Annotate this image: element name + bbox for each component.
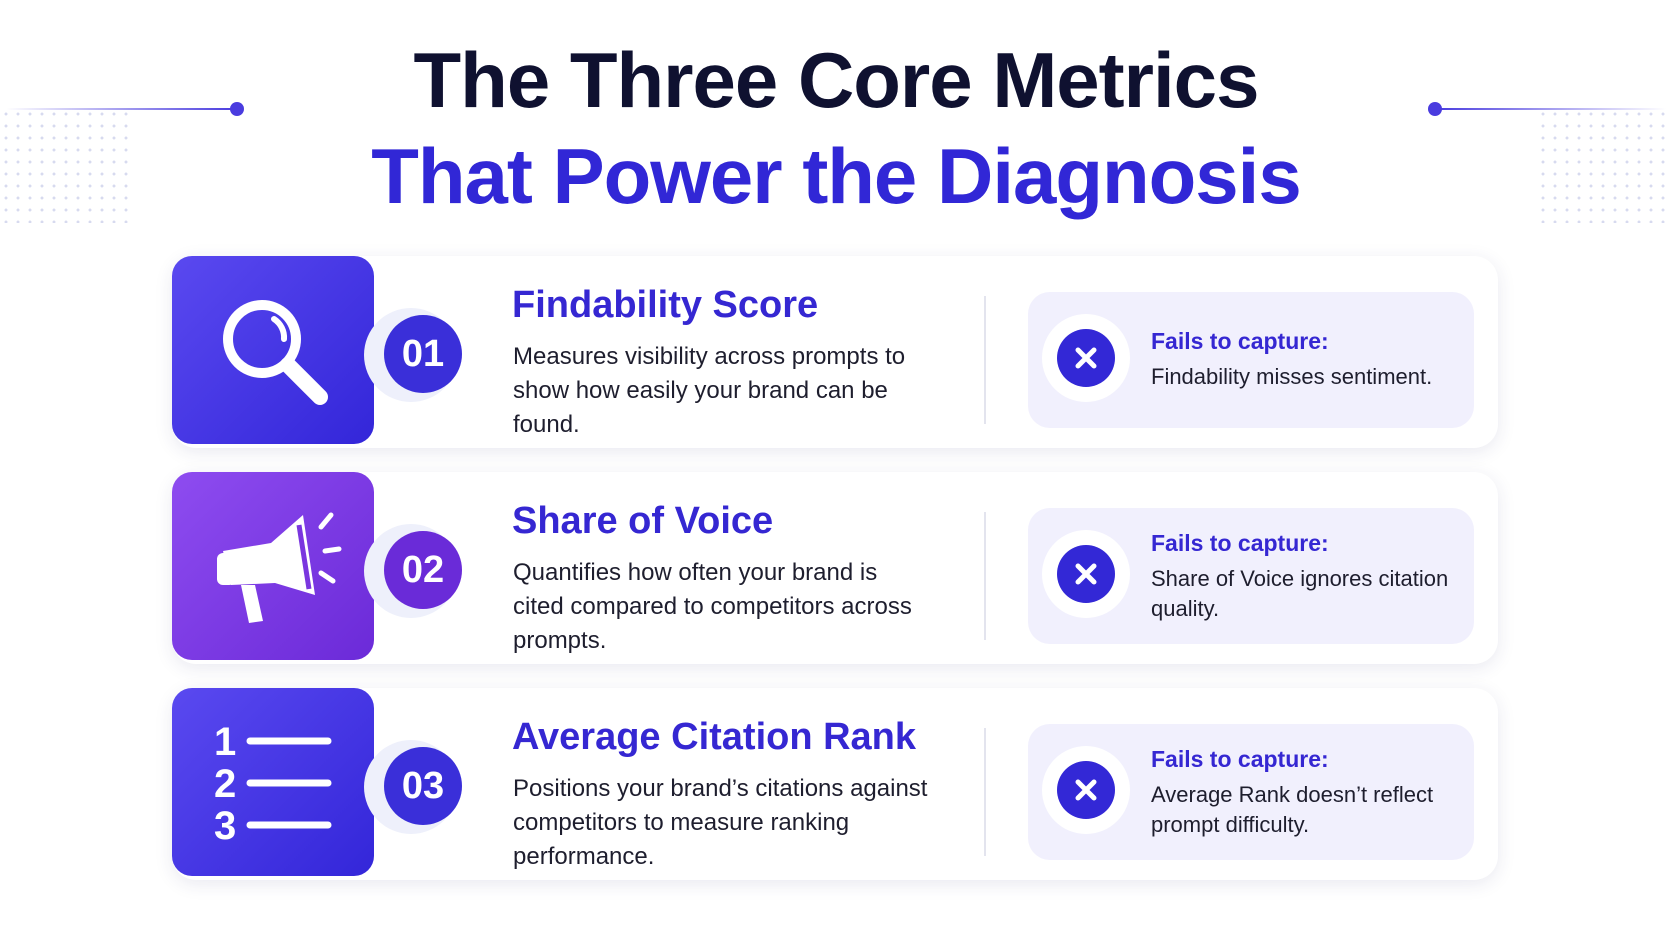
decorative-node-right <box>1428 102 1442 116</box>
fails-to-capture-label: Fails to capture: <box>1151 746 1329 772</box>
close-x-icon <box>1057 545 1115 603</box>
decorative-node-left <box>230 102 244 116</box>
numbered-list-icon: 1 2 3 <box>214 720 332 847</box>
metric-icon-tile <box>172 472 374 660</box>
decorative-line-left <box>6 108 236 110</box>
metric-heading: Findability Score <box>512 284 819 326</box>
fails-to-capture-text: Findability misses sentiment. <box>1151 364 1433 389</box>
fails-to-capture-text: Average Rank doesn’t reflect prompt diff… <box>1151 782 1434 837</box>
metric-heading: Average Citation Rank <box>512 716 917 758</box>
close-x-icon <box>1057 761 1115 819</box>
page-title: The Three Core Metrics That Power the Di… <box>0 32 1672 224</box>
metric-icon-tile: 1 2 3 <box>172 688 374 876</box>
list-number-2: 2 <box>214 762 236 806</box>
metric-card-average-citation-rank: 1 2 3 03 Average Citation Rank Positions… <box>172 688 1498 880</box>
title-line-2: That Power the Diagnosis <box>371 132 1301 220</box>
magnifying-glass-icon <box>223 300 328 405</box>
metric-number-badge: 03 <box>384 747 462 825</box>
fails-to-capture-panel: Fails to capture: Findability misses sen… <box>1028 292 1474 428</box>
list-number-3: 3 <box>214 804 236 847</box>
close-x-icon <box>1057 329 1115 387</box>
card-divider <box>984 512 986 640</box>
fails-to-capture-panel: Fails to capture: Average Rank doesn’t r… <box>1028 724 1474 860</box>
metric-description: Positions your brand’s citations against… <box>513 775 928 870</box>
fails-to-capture-label: Fails to capture: <box>1151 530 1329 556</box>
card-divider <box>984 728 986 856</box>
decorative-line-right <box>1436 108 1666 110</box>
fails-to-capture-panel: Fails to capture: Share of Voice ignores… <box>1028 508 1474 644</box>
metric-number-badge: 02 <box>384 531 462 609</box>
card-divider <box>984 296 986 424</box>
metric-description: Quantifies how often your brand is cited… <box>513 559 912 654</box>
decorative-dot-grid-right <box>1537 108 1672 223</box>
list-number-1: 1 <box>214 720 236 764</box>
metric-number-badge: 01 <box>384 315 462 393</box>
metric-heading: Share of Voice <box>512 500 774 542</box>
title-line-1: The Three Core Metrics <box>413 36 1260 124</box>
fails-to-capture-label: Fails to capture: <box>1151 328 1329 354</box>
metric-card-share-of-voice: 02 Share of Voice Quantifies how often y… <box>172 472 1498 664</box>
fails-to-capture-text: Share of Voice ignores citation quality. <box>1151 566 1449 621</box>
decorative-dot-grid-left <box>0 108 135 223</box>
metric-description: Measures visibility across prompts to sh… <box>513 343 906 438</box>
megaphone-icon <box>217 512 342 623</box>
metric-icon-tile <box>172 256 374 444</box>
metric-card-findability: 01 Findability Score Measures visibility… <box>172 256 1498 448</box>
